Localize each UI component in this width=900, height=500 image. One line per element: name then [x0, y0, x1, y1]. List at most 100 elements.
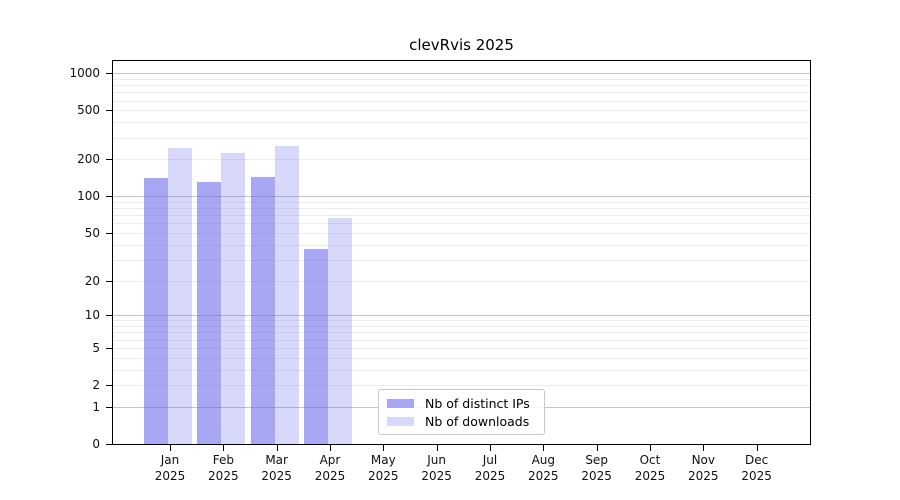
- y-tick-mark-2: [106, 385, 113, 387]
- bar-distinct-ips-feb: [197, 182, 222, 444]
- x-tick-month: Jul: [482, 453, 498, 467]
- x-tick-year: 2025: [581, 469, 612, 483]
- x-tick-month: May: [370, 453, 396, 467]
- gridline-major-y100: [113, 196, 810, 198]
- legend-item-distinct-ips: Nb of distinct IPs: [387, 396, 544, 411]
- y-tick-mark-0: [106, 444, 113, 445]
- legend-label-distinct-ips: Nb of distinct IPs: [425, 395, 530, 411]
- plot-area: [112, 60, 811, 445]
- x-tick-label-apr: Apr 2025: [298, 452, 362, 484]
- legend-label-downloads: Nb of downloads: [425, 413, 530, 429]
- x-tick-label-feb: Feb 2025: [191, 452, 255, 484]
- gridline-minor-y90: [113, 201, 810, 203]
- gridline-minor-y50: [113, 233, 810, 235]
- x-tick-mark-mar: [276, 445, 278, 451]
- x-tick-year: 2025: [634, 469, 666, 483]
- gridline-minor-y400: [113, 122, 810, 124]
- y-tick-label-20: 20: [84, 273, 100, 288]
- y-tick-mark-20: [106, 280, 113, 282]
- gridline-minor-y3: [113, 369, 810, 371]
- bar-distinct-ips-apr: [303, 248, 328, 444]
- y-tick-label-10: 10: [84, 308, 100, 323]
- x-tick-year: 2025: [741, 469, 772, 483]
- gridline-major-y10: [113, 315, 810, 317]
- legend: Nb of distinct IPs Nb of downloads: [378, 389, 545, 435]
- legend-item-downloads: Nb of downloads: [387, 414, 544, 429]
- x-tick-year: 2025: [154, 469, 186, 483]
- x-tick-mark-may: [383, 445, 385, 451]
- gridline-major-y1000: [113, 73, 810, 75]
- bar-downloads-feb: [221, 153, 246, 444]
- x-tick-mark-jan: [170, 445, 171, 451]
- gridline-minor-y800: [113, 85, 810, 87]
- x-tick-month: Feb: [212, 453, 234, 467]
- x-tick-label-dec: Dec 2025: [725, 452, 789, 484]
- gridline-minor-y500: [113, 110, 810, 112]
- x-tick-year: 2025: [368, 469, 399, 483]
- y-tick-label-50: 50: [84, 226, 100, 241]
- x-tick-label-aug: Aug 2025: [511, 452, 575, 484]
- x-tick-year: 2025: [688, 469, 719, 483]
- y-tick-label-1: 1: [92, 399, 100, 414]
- gridline-minor-y7: [113, 332, 810, 334]
- legend-swatch-distinct-ips-icon: [387, 398, 414, 408]
- y-tick-label-100: 100: [77, 189, 100, 204]
- y-tick-mark-1000: [106, 73, 113, 75]
- x-tick-label-nov: Nov 2025: [671, 452, 735, 484]
- gridline-minor-y20: [113, 280, 810, 282]
- chart-title: clevRvis 2025: [409, 36, 514, 54]
- gridline-minor-y700: [113, 92, 810, 94]
- gridline-minor-y900: [113, 78, 810, 80]
- x-tick-month: Apr: [319, 453, 341, 467]
- y-tick-mark-10: [106, 315, 113, 317]
- x-tick-year: 2025: [528, 469, 559, 483]
- gridline-minor-y60: [113, 223, 810, 225]
- y-tick-mark-50: [106, 233, 113, 235]
- x-tick-mark-feb: [223, 445, 225, 451]
- x-tick-month: Dec: [745, 453, 769, 467]
- y-tick-label-1000: 1000: [69, 66, 100, 81]
- bar-downloads-mar: [274, 146, 299, 444]
- x-tick-mark-sep: [596, 445, 598, 451]
- x-tick-month: Jan: [160, 453, 180, 467]
- x-tick-month: Oct: [639, 453, 661, 467]
- y-tick-mark-500: [106, 110, 113, 112]
- y-tick-mark-1: [106, 406, 113, 408]
- x-tick-label-jun: Jun 2025: [405, 452, 469, 484]
- x-tick-mark-oct: [649, 445, 651, 451]
- gridline-minor-y2: [113, 385, 810, 387]
- gridline-minor-y4: [113, 357, 810, 359]
- x-tick-mark-apr: [329, 445, 331, 451]
- x-tick-month: Nov: [691, 453, 715, 467]
- x-tick-mark-dec: [756, 445, 758, 451]
- x-tick-label-mar: Mar 2025: [245, 452, 309, 484]
- x-tick-label-may: May 2025: [351, 452, 415, 484]
- y-tick-label-0: 0: [92, 437, 100, 451]
- gridline-minor-y600: [113, 100, 810, 102]
- x-tick-label-jul: Jul 2025: [458, 452, 522, 484]
- bar-downloads-jan: [168, 147, 192, 444]
- gridline-minor-y70: [113, 215, 810, 217]
- gridline-minor-y80: [113, 208, 810, 210]
- gridline-minor-y40: [113, 244, 810, 246]
- gridline-minor-y9: [113, 320, 810, 322]
- y-tick-label-2: 2: [92, 378, 100, 393]
- bar-distinct-ips-mar: [250, 176, 275, 444]
- x-tick-mark-jun: [436, 445, 438, 451]
- x-tick-year: 2025: [421, 469, 452, 483]
- x-tick-label-sep: Sep 2025: [565, 452, 629, 484]
- x-tick-month: Jun: [427, 453, 447, 467]
- x-tick-month: Mar: [265, 453, 288, 467]
- bar-distinct-ips-jan: [144, 178, 168, 444]
- x-tick-label-jan: Jan 2025: [138, 452, 202, 484]
- x-tick-mark-aug: [543, 445, 545, 451]
- x-tick-year: 2025: [314, 469, 346, 483]
- x-tick-month: Sep: [585, 453, 608, 467]
- x-tick-year: 2025: [261, 469, 292, 483]
- x-tick-mark-jul: [489, 445, 491, 451]
- gridline-minor-y6: [113, 339, 810, 341]
- legend-swatch-downloads-icon: [387, 416, 414, 426]
- gridline-minor-y8: [113, 326, 810, 328]
- gridline-minor-y30: [113, 259, 810, 261]
